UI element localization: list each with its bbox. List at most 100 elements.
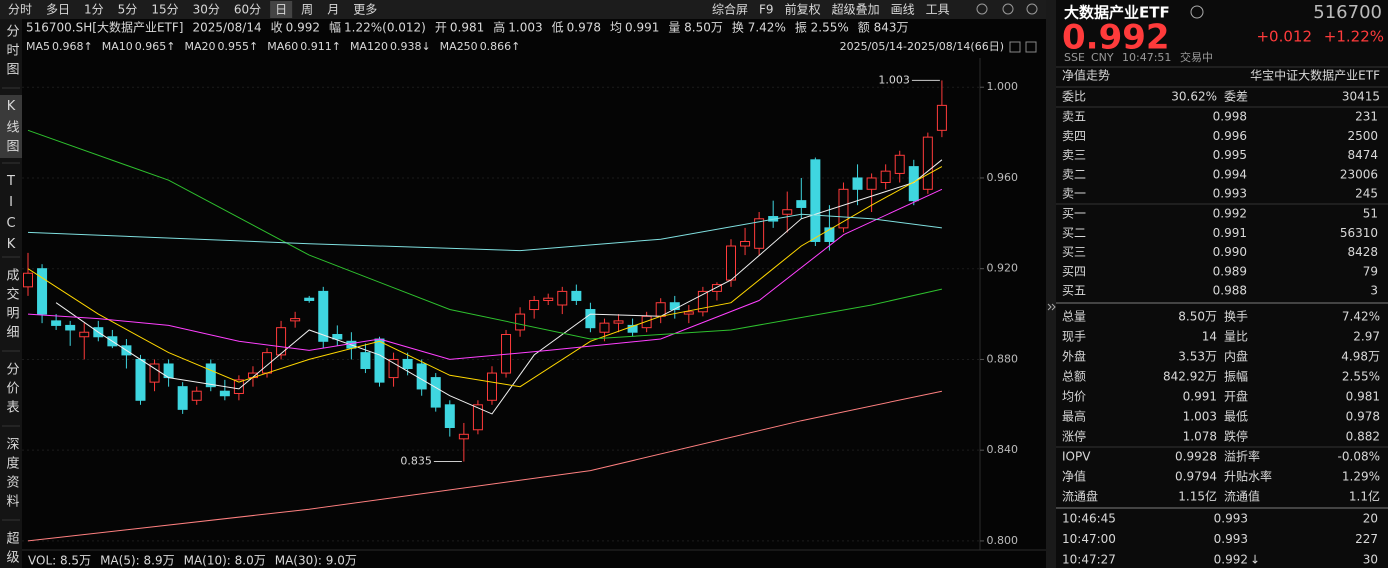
period-tab[interactable]: 更多 xyxy=(353,3,377,17)
period-tab[interactable]: 5分 xyxy=(118,3,138,17)
candle-body xyxy=(416,363,427,390)
candle-body xyxy=(726,245,736,281)
toolbar-button[interactable]: F9 xyxy=(759,3,774,17)
book-volume: 51 xyxy=(1363,207,1378,221)
book-level: 买二 xyxy=(1062,226,1086,240)
candle-body xyxy=(430,377,441,408)
period-tab[interactable]: 月 xyxy=(327,3,339,17)
toolbar-icon[interactable] xyxy=(1026,3,1038,15)
stat-value: 4.98万 xyxy=(1341,350,1380,364)
stat-value: 2.97 xyxy=(1353,330,1380,344)
book-volume: 8474 xyxy=(1347,148,1378,162)
period-tab[interactable]: 30分 xyxy=(193,3,220,17)
stat-label: 升贴水率 xyxy=(1224,469,1272,484)
book-level: 卖三 xyxy=(1062,148,1086,162)
stat-value: 0.991 xyxy=(1183,390,1217,404)
book-price: 0.992 xyxy=(1213,207,1247,221)
toolbar-button[interactable]: 画线 xyxy=(891,3,915,17)
splitter[interactable] xyxy=(1046,0,1056,568)
toolbar-icon[interactable] xyxy=(1002,3,1014,15)
period-tab[interactable]: 分时 xyxy=(8,3,32,17)
candle-body xyxy=(557,290,568,306)
book-volume: 3 xyxy=(1370,284,1378,298)
currency: CNY xyxy=(1091,51,1114,64)
y-tick-label: 0.800 xyxy=(987,534,1019,547)
candle-body xyxy=(191,390,202,401)
sidebar-tab[interactable]: 分价表 xyxy=(4,362,20,419)
candle-body xyxy=(374,338,385,383)
legend-value: 0.866↑ xyxy=(480,40,521,53)
book-price: 0.993 xyxy=(1213,187,1247,201)
book-price: 0.995 xyxy=(1213,148,1247,162)
candle-body xyxy=(37,268,48,315)
book-volume: 8428 xyxy=(1347,245,1378,259)
stat-value: 7.42% xyxy=(1342,310,1380,324)
ma-line xyxy=(27,129,943,340)
period-tab[interactable]: 60分 xyxy=(234,3,261,17)
zoom-in-icon[interactable] xyxy=(1025,41,1037,53)
candle-body xyxy=(177,386,188,410)
toolbar-button[interactable]: 超级叠加 xyxy=(832,2,880,17)
candle-body xyxy=(276,327,287,356)
book-level: 卖一 xyxy=(1062,187,1086,201)
sidebar-tab[interactable]: 分时图 xyxy=(4,24,20,81)
quote-field: 1.003 xyxy=(508,21,542,35)
candle-body xyxy=(894,154,905,174)
toolbar-button[interactable]: 前复权 xyxy=(785,2,821,17)
candle-body xyxy=(304,297,315,301)
range-label: 2025/05/14-2025/08/14(66日) xyxy=(840,40,1004,53)
stat-label: 均价 xyxy=(1062,390,1086,404)
book-volume: 56310 xyxy=(1340,226,1378,240)
stat-label: 现手 xyxy=(1062,330,1086,344)
period-tab[interactable]: 日 xyxy=(275,3,287,17)
toolbar-button[interactable]: 综合屏 xyxy=(712,2,748,17)
info-icon[interactable] xyxy=(1190,5,1204,19)
book-volume: 245 xyxy=(1355,187,1378,201)
trade-volume: 30 xyxy=(1363,553,1378,567)
period-tab[interactable]: 1分 xyxy=(84,3,104,17)
candle-body xyxy=(529,299,540,311)
sidebar-tab[interactable]: 超级复 xyxy=(4,531,20,568)
stat-label: 流通值 xyxy=(1224,489,1260,504)
stat-value: 1.078 xyxy=(1183,430,1217,444)
stat-value: 0.9794 xyxy=(1175,470,1217,484)
candle-body xyxy=(838,188,849,229)
book-price: 0.989 xyxy=(1213,264,1247,278)
quote-field: 幅 xyxy=(329,20,341,35)
nav-trend-tab[interactable]: 净值走势 xyxy=(1062,68,1110,83)
zoom-out-icon[interactable] xyxy=(1009,41,1021,53)
candle-body xyxy=(810,159,821,242)
collapse-icon[interactable] xyxy=(1047,303,1056,311)
quote-field: 516700.SH[大数据产业ETF] xyxy=(26,20,183,35)
y-tick-label: 1.000 xyxy=(987,80,1019,93)
sidebar-tab[interactable]: K线图 xyxy=(4,99,20,158)
stat-label: 流通盘 xyxy=(1062,489,1098,504)
book-level: 买五 xyxy=(1062,284,1086,298)
trade-direction: ↓ xyxy=(1250,553,1260,567)
legend-name: MA250 xyxy=(440,40,478,53)
period-tab[interactable]: 15分 xyxy=(151,3,178,17)
stat-label: 量比 xyxy=(1224,330,1248,344)
stat-label: 委比 xyxy=(1062,90,1086,104)
sidebar-tab[interactable]: 深度资料 xyxy=(4,437,20,513)
candle-body xyxy=(852,177,863,190)
sidebar-tab[interactable]: TICK xyxy=(4,174,19,258)
candle-body xyxy=(683,311,694,315)
quote-field: 量 8.50万 xyxy=(668,21,723,35)
ma-line xyxy=(55,159,943,415)
period-tab[interactable]: 周 xyxy=(301,3,313,17)
toolbar-icon[interactable] xyxy=(976,3,988,15)
ma-line xyxy=(27,188,943,360)
legend-name: MA20 xyxy=(184,40,215,53)
period-tab[interactable]: 多日 xyxy=(46,3,70,17)
sidebar-tab[interactable]: 成交明细 xyxy=(4,268,20,344)
book-price: 0.990 xyxy=(1213,245,1247,259)
stat-value: 2.55% xyxy=(1342,370,1380,384)
toolbar-button[interactable]: 工具 xyxy=(926,3,950,17)
stat-value: 0.981 xyxy=(1346,390,1380,404)
legend-name: MA60 xyxy=(267,40,298,53)
candle-body xyxy=(135,358,146,401)
candle-body xyxy=(571,290,582,301)
trade-volume: 20 xyxy=(1363,512,1378,526)
stat-label: 开盘 xyxy=(1224,389,1248,404)
